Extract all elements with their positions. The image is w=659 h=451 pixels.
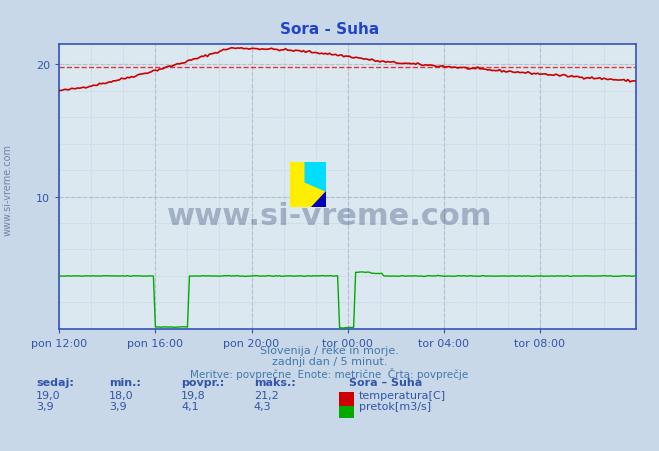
- Text: sedaj:: sedaj:: [36, 377, 74, 387]
- Text: zadnji dan / 5 minut.: zadnji dan / 5 minut.: [272, 356, 387, 366]
- Polygon shape: [305, 162, 326, 192]
- Text: Sora – Suha: Sora – Suha: [349, 377, 422, 387]
- Text: povpr.:: povpr.:: [181, 377, 225, 387]
- Text: 4,3: 4,3: [254, 401, 272, 411]
- Text: min.:: min.:: [109, 377, 140, 387]
- Text: 19,0: 19,0: [36, 390, 61, 400]
- Text: www.si-vreme.com: www.si-vreme.com: [3, 143, 13, 235]
- Text: pretok[m3/s]: pretok[m3/s]: [359, 401, 431, 411]
- Text: 21,2: 21,2: [254, 390, 279, 400]
- Text: 4,1: 4,1: [181, 401, 199, 411]
- Text: 18,0: 18,0: [109, 390, 133, 400]
- Polygon shape: [311, 192, 326, 207]
- Text: Meritve: povprečne  Enote: metrične  Črta: povprečje: Meritve: povprečne Enote: metrične Črta:…: [190, 368, 469, 380]
- Text: 19,8: 19,8: [181, 390, 206, 400]
- Text: maks.:: maks.:: [254, 377, 295, 387]
- Text: Sora - Suha: Sora - Suha: [280, 22, 379, 37]
- Text: Slovenija / reke in morje.: Slovenija / reke in morje.: [260, 345, 399, 355]
- Text: 3,9: 3,9: [36, 401, 54, 411]
- Text: 3,9: 3,9: [109, 401, 127, 411]
- Text: www.si-vreme.com: www.si-vreme.com: [167, 202, 492, 231]
- Text: temperatura[C]: temperatura[C]: [359, 390, 446, 400]
